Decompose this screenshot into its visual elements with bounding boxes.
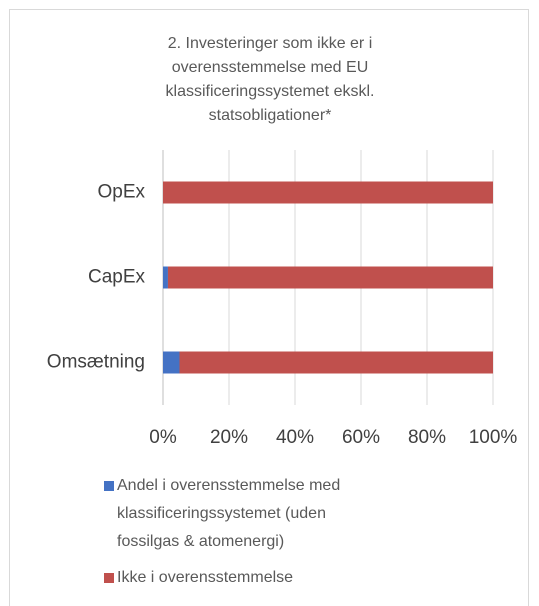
- chart-title: 2. Investeringer som ikke er i overensst…: [165, 35, 375, 124]
- y-tick-label: OpEx: [97, 182, 145, 203]
- x-tick-label: 20%: [210, 427, 248, 448]
- bar-segment: [163, 181, 493, 204]
- bar-segment: [163, 266, 168, 289]
- legend-entry: Ikke i overensstemmelse: [104, 564, 364, 592]
- legend-swatch: [104, 481, 114, 491]
- y-tick-label: CapEx: [88, 267, 146, 288]
- legend-entry: Andel i overensstemmelse med klassificer…: [104, 472, 364, 556]
- y-tick-label: Omsætning: [47, 352, 145, 373]
- x-tick-label: 100%: [469, 427, 518, 448]
- legend: Andel i overensstemmelse med klassificer…: [104, 472, 364, 600]
- bar-segment: [167, 266, 493, 289]
- legend-label: Ikke i overensstemmelse: [117, 569, 294, 586]
- x-tick-label: 80%: [408, 427, 446, 448]
- bar-segment: [179, 351, 493, 374]
- bar-segment: [163, 351, 180, 374]
- legend-swatch: [104, 573, 114, 583]
- chart-frame: [9, 9, 529, 606]
- legend-label: Andel i overensstemmelse med klassificer…: [117, 477, 341, 550]
- x-tick-label: 40%: [276, 427, 314, 448]
- x-tick-label: 0%: [149, 427, 177, 448]
- x-tick-label: 60%: [342, 427, 380, 448]
